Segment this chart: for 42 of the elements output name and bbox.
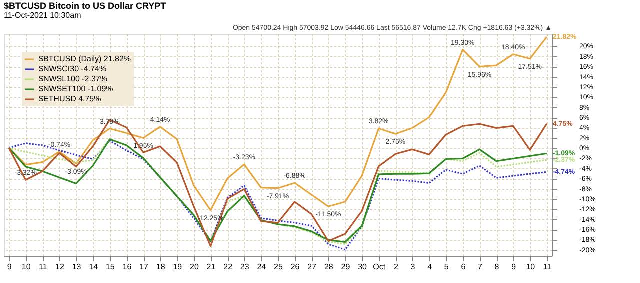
- line-series: [8, 119, 548, 248]
- x-tick-label: 23: [240, 262, 250, 272]
- legend-label: $NWSL100 -2.37%: [39, 74, 108, 84]
- x-tick-label: 8: [494, 262, 500, 272]
- x-tick-label: 30: [358, 262, 368, 272]
- x-tick-label: 21: [206, 262, 216, 272]
- x-tick-label: 26: [290, 262, 300, 272]
- x-tick-label: 28: [324, 262, 334, 272]
- x-tick-label: 9: [512, 262, 517, 272]
- x-tick-label: 13: [72, 262, 82, 272]
- line-series: [8, 36, 548, 212]
- x-tick-label: 3: [410, 262, 416, 272]
- x-tick-label: 2: [394, 262, 399, 272]
- x-tick-label: 5: [444, 262, 450, 272]
- x-tick-label: 22: [224, 262, 234, 272]
- legend-label: $BTCUSD (Daily) 21.82%: [39, 54, 132, 64]
- x-tick-label: 25: [274, 262, 284, 272]
- chart-subtitle: 11-Oct-2021 10:30am: [4, 11, 82, 20]
- x-tick-label: 29: [341, 262, 351, 272]
- legend-label: $NWSET100 -1.09%: [39, 84, 114, 94]
- x-tick-label: 6: [461, 262, 466, 272]
- x-tick-label: 16: [122, 262, 132, 272]
- x-tick-label: 24: [257, 262, 267, 272]
- x-tick-label: 10: [22, 262, 32, 272]
- chart-title: $BTCUSD Bitcoin to US Dollar CRYPT: [4, 1, 167, 11]
- legend-label: $ETHUSD 4.75%: [39, 94, 102, 104]
- x-tick-label: 10: [526, 262, 536, 272]
- x-tick-label: 11: [543, 262, 552, 272]
- x-tick-label: 7: [478, 262, 483, 272]
- x-tick-label: Oct: [373, 262, 386, 272]
- x-tick-label: 18: [156, 262, 166, 272]
- x-tick-label: 14: [89, 262, 99, 272]
- x-tick-label: 17: [140, 262, 150, 272]
- x-tick-label: 19: [173, 262, 183, 272]
- x-tick-label: 27: [308, 262, 318, 272]
- x-tick-label: 12: [56, 262, 65, 272]
- legend-label: $NWSCI30 -4.74%: [39, 64, 107, 74]
- x-tick-label: 9: [7, 262, 12, 272]
- x-tick-label: 15: [106, 262, 116, 272]
- x-tick-label: 4: [428, 262, 433, 272]
- x-tick-label: 11: [39, 262, 48, 272]
- x-tick-label: 20: [190, 262, 200, 272]
